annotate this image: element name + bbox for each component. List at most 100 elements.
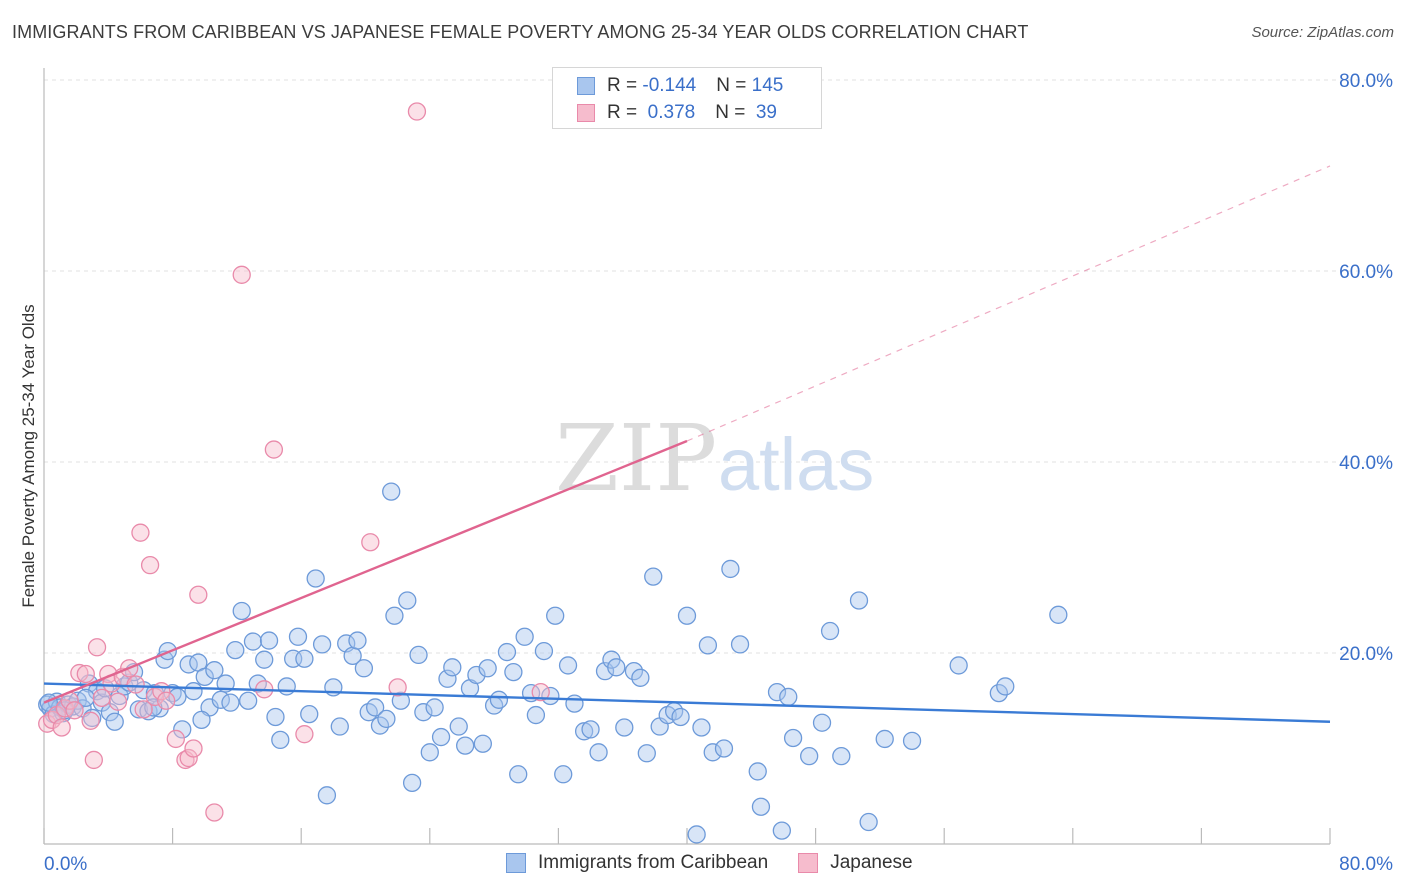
caribbean-point: [1049, 605, 1068, 624]
caribbean-point: [637, 744, 656, 763]
stats-row-caribbean: R = -0.144 N = 145: [577, 73, 783, 99]
japanese-point: [70, 663, 89, 683]
caribbean-point: [288, 627, 308, 646]
watermark-atlas: atlas: [718, 423, 874, 506]
caribbean-point: [989, 683, 1009, 703]
japanese-point: [184, 739, 203, 758]
caribbean-legend-swatch: [506, 853, 526, 873]
watermark-zip: ZIP: [555, 405, 717, 512]
japanese-point: [126, 675, 145, 694]
caribbean-point: [385, 606, 404, 625]
caribbean-point: [820, 621, 840, 641]
caribbean-point: [449, 717, 468, 736]
caribbean-point: [515, 627, 534, 646]
stats-row-japanese: R = 0.378 N = 39: [577, 100, 777, 126]
caribbean-point: [677, 606, 697, 625]
caribbean-point: [438, 669, 457, 688]
japanese-point: [166, 729, 185, 749]
caribbean-point: [574, 722, 594, 741]
caribbean-point: [489, 690, 509, 709]
y-tick-label: 20.0%: [1339, 644, 1393, 665]
caribbean-point: [382, 482, 401, 501]
caribbean-point: [255, 650, 274, 669]
series-caribbean-points: [38, 482, 1068, 844]
caribbean-point: [295, 649, 314, 668]
caribbean-point: [83, 708, 102, 728]
caribbean-point: [221, 693, 240, 712]
japanese-point: [189, 585, 208, 604]
caribbean-point: [607, 658, 626, 677]
japanese-swatch: [577, 104, 595, 122]
japanese-trend-line: [43, 439, 688, 704]
caribbean-trend-line: [43, 682, 1331, 723]
caribbean-point: [420, 743, 439, 762]
caribbean-point: [195, 667, 214, 687]
caribbean-point: [631, 668, 650, 687]
caribbean-point: [354, 659, 374, 678]
japanese-legend-swatch: [798, 853, 819, 873]
caribbean-point: [425, 698, 444, 717]
caribbean-point: [714, 739, 734, 758]
caribbean-point: [671, 707, 690, 727]
caribbean-point: [391, 691, 411, 710]
caribbean-point: [624, 661, 644, 681]
caribbean-point: [271, 730, 290, 750]
caribbean-point: [370, 716, 390, 735]
japanese-point: [205, 803, 224, 822]
caribbean-point: [772, 821, 791, 840]
caribbean-point: [730, 635, 750, 654]
caribbean-point: [748, 762, 767, 781]
caribbean-point: [832, 746, 851, 766]
caribbean-point: [226, 640, 245, 660]
japanese-point: [232, 265, 251, 284]
r-value: 0.378: [642, 102, 696, 123]
japanese-point: [264, 440, 284, 459]
legend-item-caribbean[interactable]: Immigrants from Caribbean: [506, 852, 768, 874]
caribbean-point: [849, 591, 869, 610]
y-tick-label: 60.0%: [1339, 262, 1393, 283]
caribbean-point: [779, 687, 798, 707]
caribbean-point: [317, 786, 337, 805]
caribbean-point: [173, 720, 192, 739]
y-axis-label: Female Poverty Among 25-34 Year Olds: [19, 304, 38, 607]
legend-item-japanese[interactable]: Japanese: [798, 852, 913, 874]
caribbean-point: [478, 659, 497, 678]
caribbean-swatch: [577, 77, 595, 95]
legend-label-caribbean: Immigrants from Caribbean: [538, 852, 769, 873]
n-label: N =: [716, 75, 752, 96]
caribbean-point: [504, 662, 523, 682]
japanese-point: [131, 523, 150, 542]
caribbean-point: [243, 632, 263, 651]
caribbean-point: [721, 559, 740, 579]
stats-legend: R = -0.144 N = 145 R = 0.378 N = 39: [552, 67, 822, 129]
caribbean-point: [443, 658, 462, 677]
japanese-point: [388, 678, 407, 697]
japanese-point: [407, 102, 427, 121]
caribbean-point: [595, 661, 615, 681]
caribbean-point: [398, 591, 417, 610]
caribbean-point: [377, 709, 396, 729]
japanese-trend-extension: [686, 165, 1331, 442]
caribbean-point: [698, 636, 718, 655]
caribbean-point: [644, 567, 663, 586]
caribbean-point: [812, 713, 832, 732]
caribbean-point: [259, 631, 279, 650]
trend-lines: [43, 165, 1331, 723]
caribbean-point: [409, 645, 428, 665]
caribbean-point: [581, 720, 600, 739]
caribbean-point: [703, 743, 722, 762]
caribbean-point: [534, 641, 554, 661]
caribbean-point: [266, 707, 285, 727]
caribbean-point: [541, 686, 560, 706]
n-value: 39: [750, 102, 777, 123]
caribbean-point: [205, 661, 224, 680]
caribbean-point: [558, 656, 578, 675]
grid-lines: [44, 79, 1394, 654]
series-japanese-points: [38, 102, 550, 822]
caribbean-point: [949, 656, 968, 675]
caribbean-point: [402, 773, 422, 793]
japanese-point: [87, 638, 107, 657]
caribbean-point: [800, 746, 819, 766]
japanese-point: [108, 692, 128, 711]
